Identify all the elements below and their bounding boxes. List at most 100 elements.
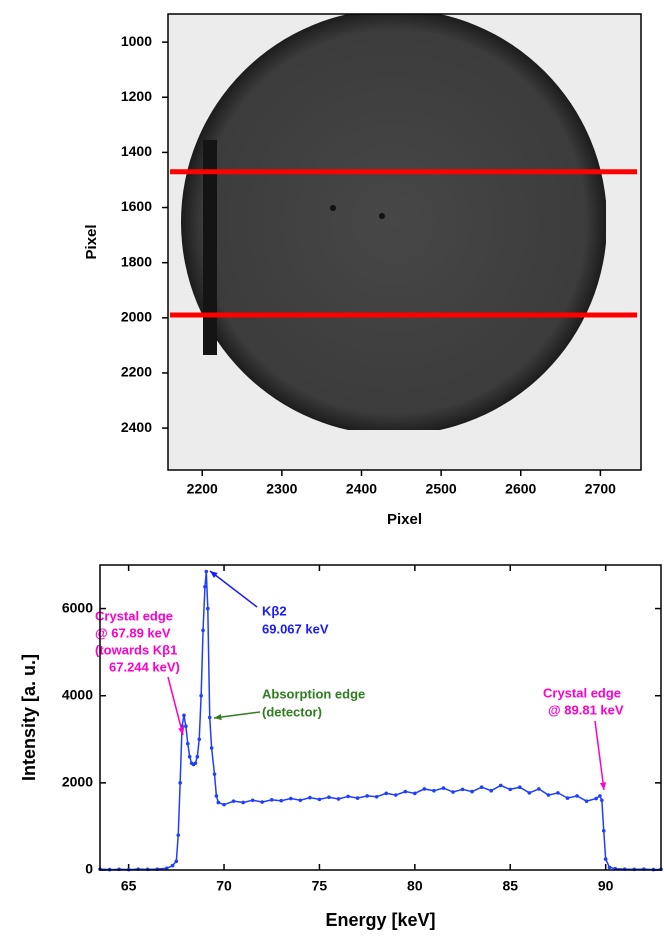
data-point [260,800,264,804]
x-tick-label: 80 [407,878,423,894]
plot-frame [99,564,662,871]
data-point [594,796,598,801]
x-tick-label: 75 [312,878,328,894]
data-point [185,741,190,746]
data-point [193,761,198,766]
data-point [222,802,226,807]
data-point [214,794,219,798]
data-point [317,797,322,802]
annotation: 67.244 keV) [109,659,180,674]
data-point [413,791,417,796]
data-point [203,584,207,589]
data-point [451,790,455,794]
x-tick-label: 90 [598,878,614,894]
data-point [178,781,182,785]
data-point [289,796,293,801]
y-axis-label: Intensity [a. u.] [19,654,39,781]
annotation: Crystal edge [95,608,173,623]
data-point [212,772,217,776]
data-point [600,798,604,803]
y-tick-label: 4000 [62,686,93,702]
x-axis-label: Energy [keV] [325,910,435,930]
data-point [537,787,541,791]
data-point [209,746,214,750]
annotation: Crystal edge [543,685,621,700]
annotation: @ 67.89 keV [95,625,171,640]
data-point [346,794,350,799]
data-point [269,798,274,802]
data-point [565,796,570,800]
x-tick-label: 2600 [505,481,536,497]
data-point [184,724,188,729]
data-point [508,787,513,792]
y-tick-label: 1400 [121,143,152,159]
data-point [336,797,341,801]
data-point [460,787,465,792]
data-point [527,791,532,795]
data-point [470,789,474,794]
arrow-head [210,571,218,578]
annotation-arrow [594,720,605,791]
data-point [556,791,560,795]
data-point [164,866,169,871]
data-point [250,798,255,803]
data-point [216,800,221,805]
spectrum-line [99,571,662,871]
data-point [327,795,331,800]
y-tick-label: 1200 [121,88,152,104]
data-point [174,859,179,864]
data-point [441,786,446,790]
data-point [176,833,181,837]
x-tick-label: 65 [121,878,137,894]
annotation: (detector) [262,704,322,719]
data-point [355,796,360,800]
data-point [575,794,579,798]
annotation-arrow [209,570,258,608]
data-point [187,754,192,759]
data-point [204,569,209,574]
annotation: Absorption edge [262,686,365,701]
y-tick-label: 1800 [121,253,152,269]
x-tick-label: 2300 [266,481,297,497]
data-point [231,799,236,803]
y-tick-label: 2400 [121,419,152,435]
y-tick-label: 1600 [121,198,152,214]
data-point [584,799,589,803]
data-point [201,628,205,633]
x-tick-label: 2400 [346,481,377,497]
x-tick-label: 2200 [187,481,218,497]
data-point [601,828,606,833]
data-point [607,865,612,870]
data-point [489,788,493,793]
data-point [182,713,186,718]
y-tick-label: 0 [85,861,93,877]
data-point [384,791,389,796]
x-tick-label: 85 [502,878,518,894]
data-point [298,798,303,803]
data-point [432,788,436,793]
y-tick-label: 6000 [62,599,93,615]
arrow-head [599,782,607,790]
data-point [374,795,379,799]
data-point [422,787,427,791]
annotation-arrow [213,711,261,719]
annotation: Kβ2 [262,603,287,618]
data-point [498,783,503,788]
data-point [403,789,408,794]
data-point [546,793,551,797]
data-point [170,863,175,868]
data-point [197,737,202,742]
data-point [365,794,369,798]
data-point [279,798,284,803]
data-point [207,715,212,720]
data-point [603,857,608,861]
annotation-arrow [167,676,184,736]
data-point [393,793,398,797]
x-axis-label: Pixel [387,511,422,528]
detector-image [168,14,641,470]
y-tick-label: 2000 [62,774,93,790]
data-point [206,606,210,611]
y-tick-label: 2000 [121,309,152,325]
data-point [517,785,522,790]
